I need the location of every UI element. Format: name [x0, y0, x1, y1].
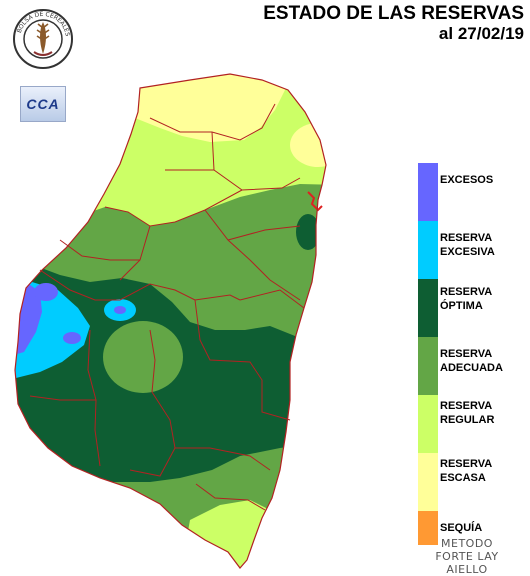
method-line-1: METODO: [441, 537, 493, 550]
zone-excesos-west-spot: [34, 283, 58, 301]
method-line-3: AIELLO: [446, 563, 488, 576]
legend-label-excesiva-2: EXCESIVA: [440, 246, 495, 258]
title-line-1: ESTADO DE LAS RESERVAS: [263, 3, 524, 24]
legend-label-adecuada-2: ADECUADA: [440, 362, 503, 374]
legend-swatch-reserva-adecuada: [418, 337, 438, 395]
legend-swatch-excesos: [418, 163, 438, 221]
department-boundaries: [29, 103, 305, 511]
cca-logo-text: CCA: [26, 96, 60, 112]
legend-label-excesiva-1: RESERVA: [440, 232, 493, 244]
cca-logo: CCA: [20, 86, 66, 122]
legend-label-optima-2: ÓPTIMA: [440, 300, 483, 312]
legend-label-excesos: EXCESOS: [440, 174, 494, 186]
zone-excesos-center: [114, 306, 126, 314]
river-marker: [307, 191, 323, 212]
legend-swatch-reserva-escasa: [418, 453, 438, 511]
legend-label-regular-2: REGULAR: [440, 414, 495, 426]
legend-label-regular-1: RESERVA: [440, 400, 493, 412]
legend-label-adecuada-1: RESERVA: [440, 348, 493, 360]
zone-excesos-west-small: [63, 332, 81, 344]
map-title: ESTADO DE LAS RESERVAS al 27/02/19: [263, 4, 524, 44]
legend-label-escasa-2: ESCASA: [440, 472, 486, 484]
legend-label-optima-1: RESERVA: [440, 286, 493, 298]
zone-reserva-optima-east: [296, 214, 320, 250]
bolsa-cereales-seal-logo: BOLSA DE CEREALES DE ENTRE RIOS: [12, 8, 73, 69]
legend-swatch-reserva-regular: [418, 395, 438, 453]
method-note: METODO FORTE LAY AIELLO: [428, 537, 506, 576]
legend-swatch-reserva-optima: [418, 279, 438, 337]
legend-swatch-reserva-excesiva: [418, 221, 438, 279]
title-date: al 27/02/19: [438, 24, 524, 43]
zone-reserva-adecuada-center: [103, 321, 183, 393]
legend-label-escasa-1: RESERVA: [440, 458, 493, 470]
zone-reserva-escasa-east: [290, 123, 326, 167]
legend-swatch-sequia: [418, 511, 438, 545]
legend-label-sequia: SEQUÍA: [440, 522, 483, 534]
zone-excesos-west: [15, 282, 42, 356]
method-line-2: FORTE LAY: [435, 550, 499, 563]
